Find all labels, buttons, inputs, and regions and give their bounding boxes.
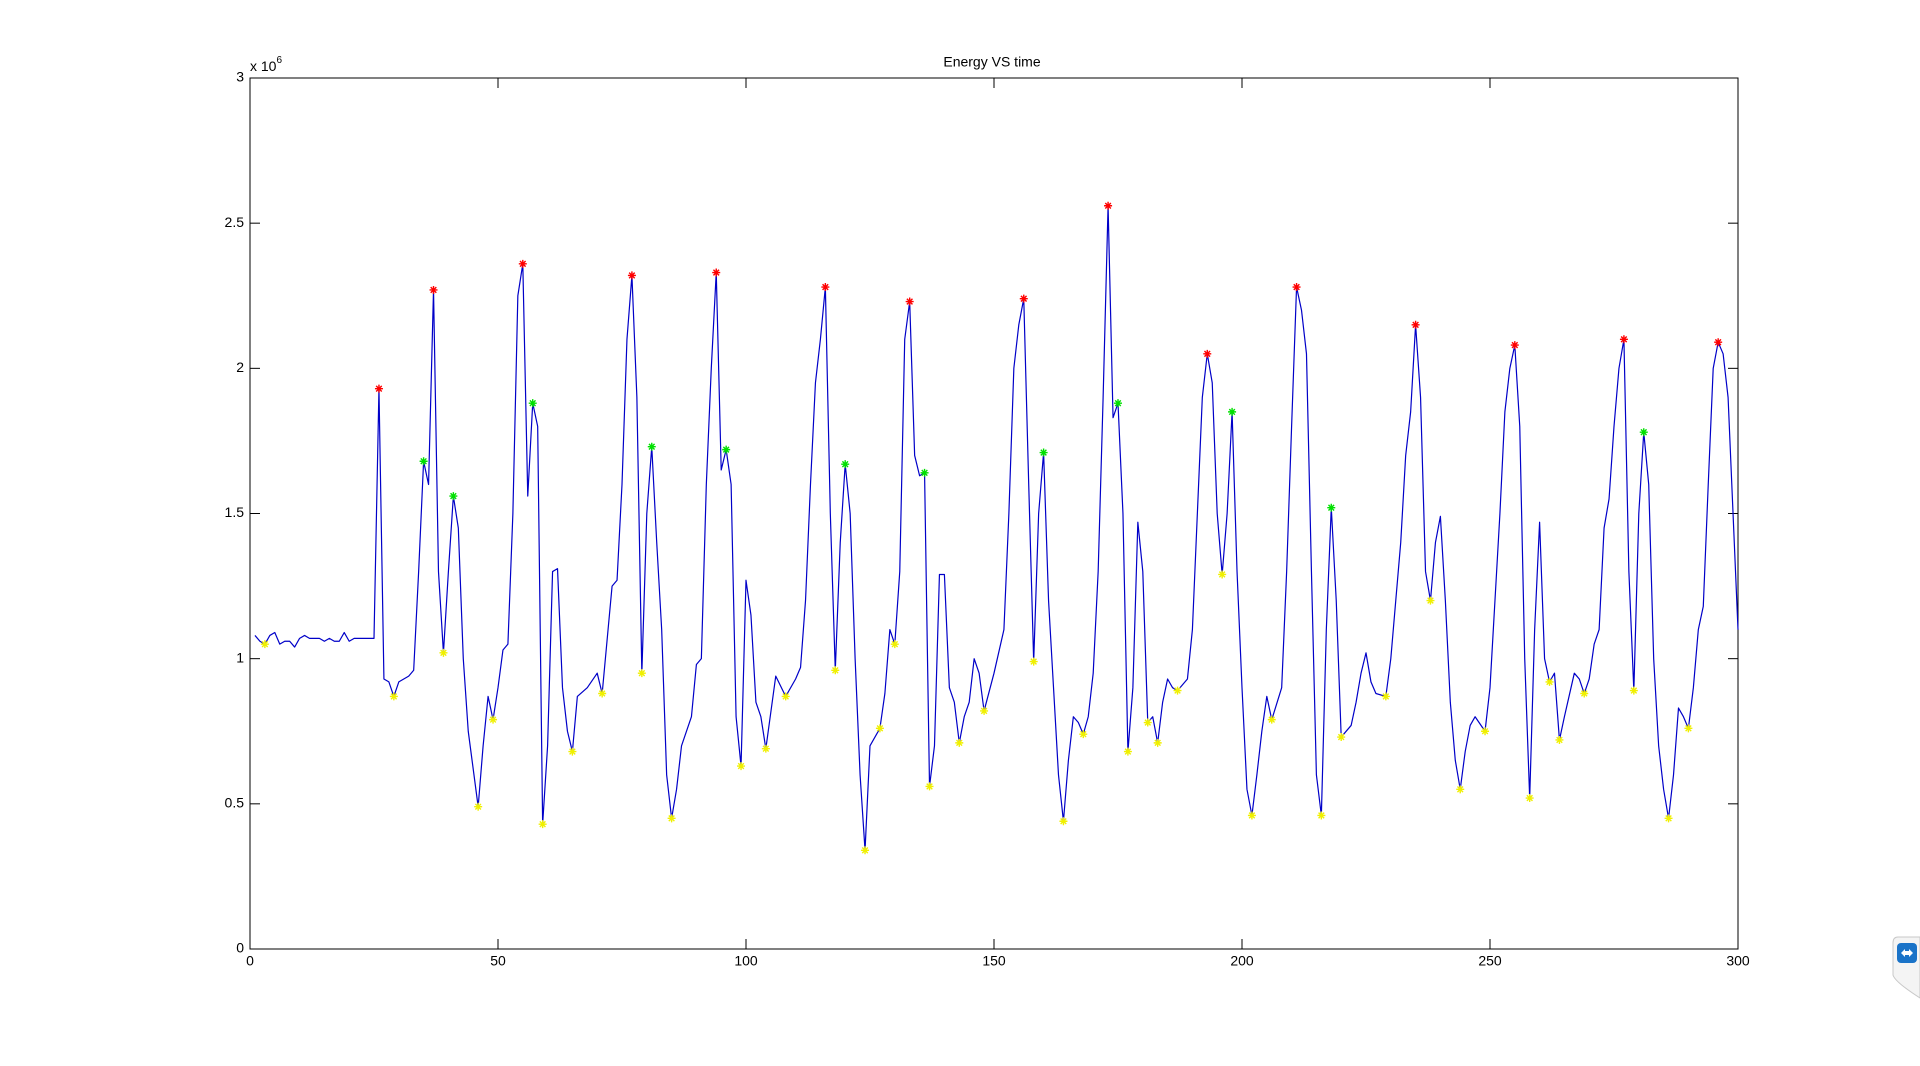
x-tick-label: 50 [490,953,506,969]
star-marker [389,692,398,701]
star-marker [1337,733,1346,742]
star-marker [1684,724,1693,733]
star-marker [1481,727,1490,736]
star-marker [429,285,438,294]
star-marker [1292,283,1301,292]
teamviewer-tab[interactable] [1892,936,1920,999]
y-tick-label: 1 [236,649,244,665]
star-marker [781,692,790,701]
star-marker [1029,657,1038,666]
star-marker [722,445,731,454]
star-marker [890,640,899,649]
star-marker [1629,686,1638,695]
star-marker [1079,730,1088,739]
star-marker [538,820,547,829]
star-marker [1639,428,1648,437]
tab-icon-arrows [1901,949,1913,957]
star-marker [1426,596,1435,605]
x-tick-label: 0 [246,953,254,969]
star-marker [1327,503,1336,512]
y-multiplier-base: x 10 [250,58,277,74]
star-marker [1714,338,1723,347]
star-marker [667,814,676,823]
star-marker [1123,747,1132,756]
star-marker [1580,689,1589,698]
y-tick-label: 1.5 [225,504,245,520]
star-marker [260,640,269,649]
star-marker [1545,677,1554,686]
star-marker [1153,738,1162,747]
star-marker [761,744,770,753]
star-marker [1143,718,1152,727]
star-marker [1619,335,1628,344]
star-marker [925,782,934,791]
star-marker [841,460,850,469]
star-marker [374,384,383,393]
star-marker [1267,715,1276,724]
star-marker [474,802,483,811]
x-tick-label: 150 [982,953,1006,969]
star-marker [1247,811,1256,820]
star-marker [905,297,914,306]
star-marker [1039,448,1048,457]
y-multiplier: x 106 [250,55,282,74]
star-marker [1173,686,1182,695]
star-marker [439,648,448,657]
star-marker [1525,794,1534,803]
chart-title: Energy VS time [943,54,1040,70]
star-marker [1411,320,1420,329]
star-marker [980,706,989,715]
star-marker [1555,735,1564,744]
star-marker [1019,294,1028,303]
star-marker [1456,785,1465,794]
star-marker [1218,570,1227,579]
y-tick-label: 2 [236,359,244,375]
star-marker [920,468,929,477]
star-marker [627,271,636,280]
star-marker [1664,814,1673,823]
star-marker [821,283,830,292]
energy-line [254,205,1739,851]
x-tick-label: 300 [1726,953,1750,969]
star-marker [861,846,870,855]
star-marker [637,669,646,678]
star-marker [518,259,527,268]
star-marker [1228,407,1237,416]
star-marker [489,715,498,724]
star-marker [528,399,537,408]
star-marker [449,492,458,501]
x-tick-label: 200 [1230,953,1254,969]
star-marker [1059,817,1068,826]
star-marker [737,762,746,771]
star-marker [712,268,721,277]
star-marker [1104,201,1113,210]
star-marker [419,457,428,466]
y-tick-label: 3 [236,69,244,85]
y-tick-label: 0.5 [225,795,245,811]
x-tick-label: 250 [1478,953,1502,969]
star-marker [875,724,884,733]
star-marker [1510,341,1519,350]
star-marker [647,442,656,451]
star-marker [831,666,840,675]
y-tick-label: 2.5 [225,214,245,230]
axes-box [249,77,1739,950]
star-marker [1381,692,1390,701]
star-marker [1317,811,1326,820]
star-marker [1114,399,1122,408]
star-marker [598,689,607,698]
star-marker [1203,349,1212,358]
y-multiplier-exponent: 6 [276,55,282,66]
star-marker [568,747,577,756]
star-marker [955,738,964,747]
x-tick-label: 100 [734,953,758,969]
y-tick-label: 0 [236,940,244,956]
